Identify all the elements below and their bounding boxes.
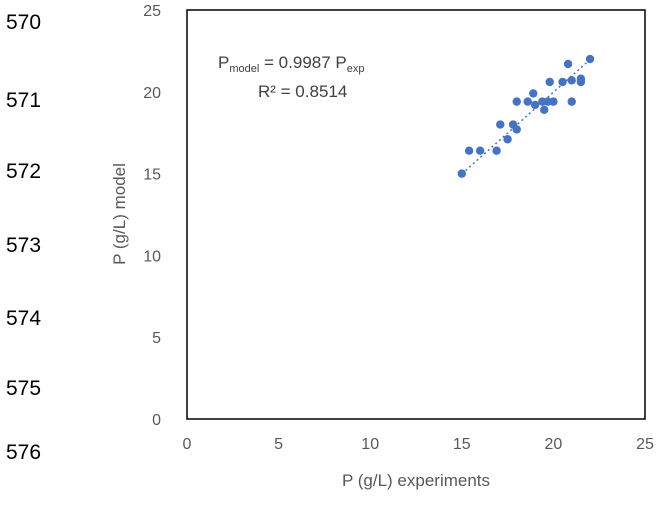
x-axis-title: P (g/L) experiments (342, 471, 490, 490)
line-number-572: 572 (6, 160, 41, 183)
y-tick-label: 15 (143, 167, 161, 184)
data-point (545, 77, 554, 87)
data-point (567, 76, 576, 85)
data-point (475, 146, 485, 155)
data-point (492, 146, 501, 155)
x-axis-ticks: 0 5 10 15 20 25 (183, 436, 654, 453)
trendline (461, 58, 591, 175)
equation-lhs: P (218, 53, 229, 72)
data-point (512, 125, 521, 134)
y-tick-label: 20 (143, 85, 161, 102)
data-point (576, 74, 586, 83)
y-axis-ticks: 0 5 10 15 20 25 (143, 3, 161, 429)
data-point (585, 54, 595, 64)
y-tick-label: 10 (143, 248, 161, 265)
data-points (457, 54, 595, 178)
line-number-574: 574 (6, 307, 41, 330)
regression-equation: Pmodel = 0.9987 Pexp (218, 53, 365, 75)
data-point (464, 146, 474, 155)
data-point (457, 169, 466, 178)
data-point (567, 97, 576, 106)
plot-area-border (186, 9, 646, 420)
data-point (549, 97, 558, 106)
x-tick-label: 5 (274, 436, 283, 453)
data-point (523, 97, 532, 106)
line-number-571: 571 (6, 89, 41, 112)
x-tick-label: 25 (636, 436, 654, 453)
data-point (563, 59, 573, 69)
y-tick-label: 5 (152, 330, 161, 347)
data-point (529, 89, 538, 98)
x-tick-label: 0 (183, 436, 192, 453)
data-point (503, 135, 512, 144)
data-point (512, 97, 521, 106)
line-numbers: 570 571 572 573 574 575 576 (6, 11, 41, 464)
line-number-575: 575 (6, 377, 41, 400)
equation-rhs-subscript: exp (347, 63, 365, 75)
data-point (540, 105, 549, 114)
x-tick-label: 10 (361, 436, 379, 453)
x-tick-label: 20 (545, 436, 563, 453)
r-squared-label: R² = 0.8514 (258, 82, 347, 101)
equation-middle: = 0.9987 P (259, 53, 346, 72)
y-axis-title: P (g/L) model (110, 163, 129, 265)
line-number-576: 576 (6, 441, 41, 464)
x-tick-label: 15 (453, 436, 471, 453)
line-number-570: 570 (6, 11, 41, 34)
data-point (530, 100, 540, 110)
data-point (558, 77, 567, 87)
data-point (496, 120, 505, 129)
equation-lhs-subscript: model (229, 63, 259, 75)
line-number-573: 573 (6, 234, 41, 257)
y-tick-label: 0 (152, 412, 161, 429)
y-tick-label: 25 (143, 3, 161, 20)
